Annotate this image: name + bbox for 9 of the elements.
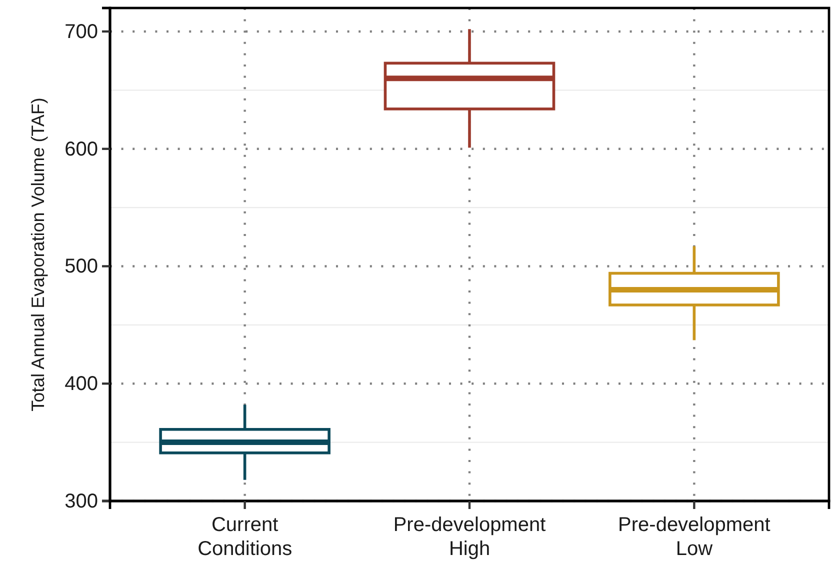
y-tick-label: 700: [64, 20, 98, 43]
y-tick-label: 300: [64, 490, 98, 512]
y-tick-label: 400: [64, 373, 98, 396]
x-tick-label: Current Conditions: [198, 514, 292, 560]
x-tick-label: Pre-development High: [393, 514, 546, 560]
x-tick-label: Pre-development Low: [618, 514, 771, 560]
y-axis-title: Total Annual Evaporation Volume (TAF): [28, 98, 48, 412]
y-tick-label: 500: [64, 256, 98, 278]
y-tick-label: 600: [64, 138, 98, 160]
